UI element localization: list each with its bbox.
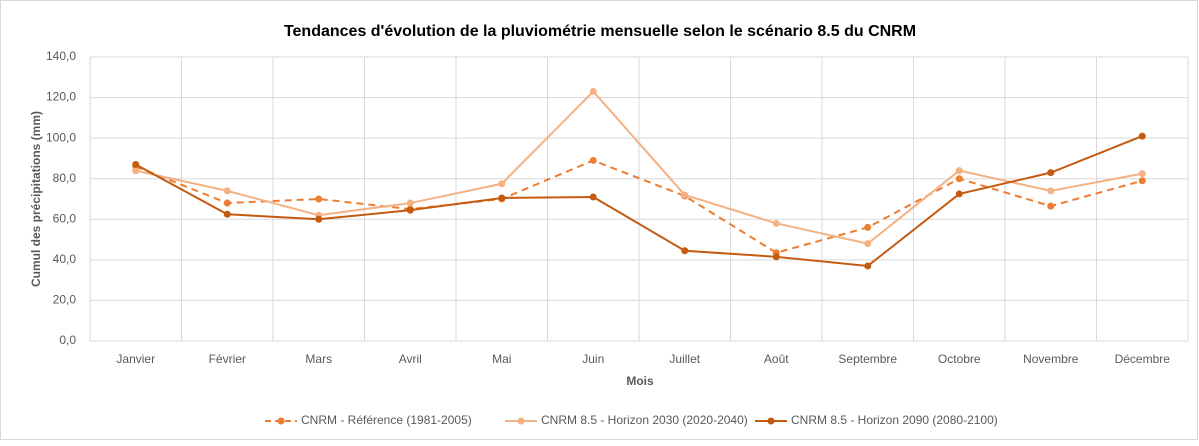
data-point	[681, 191, 689, 199]
data-point	[955, 175, 963, 183]
x-tick-label: Avril	[399, 352, 422, 366]
y-tick-label: 100,0	[46, 130, 76, 144]
x-tick-label: Juillet	[669, 352, 700, 366]
data-point	[1047, 169, 1055, 177]
x-tick-label: Mars	[305, 352, 332, 366]
x-tick-label: Février	[209, 352, 246, 366]
x-tick-label: Novembre	[1023, 352, 1079, 366]
data-point	[1138, 132, 1146, 140]
data-point	[223, 187, 231, 195]
x-tick-label: Septembre	[838, 352, 897, 366]
legend-label: CNRM - Référence (1981-2005)	[301, 413, 472, 427]
x-tick-label: Juin	[582, 352, 604, 366]
y-tick-label: 80,0	[53, 171, 77, 185]
y-tick-label: 60,0	[53, 211, 77, 225]
data-point	[1138, 170, 1146, 178]
y-tick-label: 40,0	[53, 252, 77, 266]
data-point	[315, 195, 323, 203]
legend-marker	[277, 417, 285, 425]
data-point	[1047, 202, 1055, 210]
y-tick-label: 140,0	[46, 49, 76, 63]
y-tick-label: 0,0	[59, 333, 76, 347]
y-tick-label: 20,0	[53, 293, 77, 307]
y-axis-label: Cumul des précipitations (mm)	[29, 111, 43, 287]
data-point	[772, 253, 780, 261]
series-line	[135, 159, 1143, 254]
data-point	[589, 87, 597, 95]
series-line	[135, 90, 1143, 245]
data-point	[315, 215, 323, 223]
data-point	[589, 193, 597, 201]
x-tick-label: Décembre	[1115, 352, 1171, 366]
x-tick-label: Janvier	[116, 352, 155, 366]
data-point	[1138, 177, 1146, 185]
data-point	[223, 199, 231, 207]
data-point	[406, 199, 414, 207]
data-point	[223, 210, 231, 218]
x-tick-label: Août	[764, 352, 789, 366]
legend-label: CNRM 8.5 - Horizon 2090 (2080-2100)	[791, 413, 998, 427]
y-tick-label: 120,0	[46, 90, 76, 104]
data-point	[1047, 187, 1055, 195]
data-point	[772, 219, 780, 227]
legend-label: CNRM 8.5 - Horizon 2030 (2020-2040)	[541, 413, 748, 427]
x-tick-label: Mai	[492, 352, 511, 366]
data-point	[498, 194, 506, 202]
data-point	[955, 167, 963, 175]
data-point	[681, 247, 689, 255]
data-point	[955, 190, 963, 198]
data-point	[406, 206, 414, 214]
series-line	[135, 135, 1143, 267]
x-tick-label: Octobre	[938, 352, 981, 366]
data-point	[864, 240, 872, 248]
data-point	[864, 223, 872, 231]
data-point	[132, 161, 140, 169]
data-point	[589, 156, 597, 164]
data-point	[498, 180, 506, 188]
x-axis-label: Mois	[626, 374, 654, 388]
legend-marker	[767, 417, 775, 425]
data-point	[864, 262, 872, 270]
legend-marker	[517, 417, 525, 425]
chart-title: Tendances d'évolution de la pluviométrie…	[284, 23, 916, 40]
data-point	[132, 167, 140, 175]
